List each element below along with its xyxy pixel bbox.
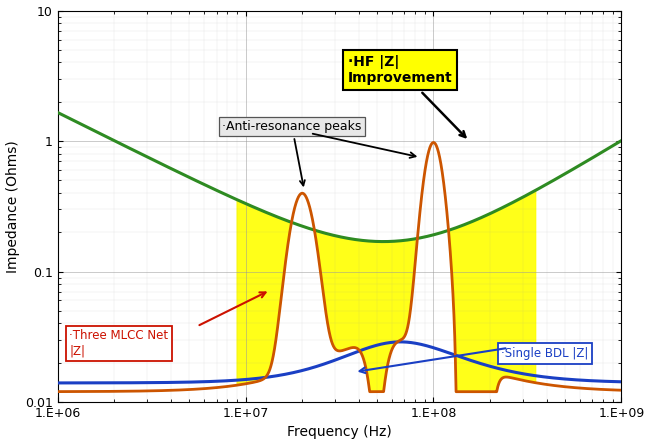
X-axis label: Frequency (Hz): Frequency (Hz) xyxy=(287,425,392,440)
Text: ·Anti-resonance peaks: ·Anti-resonance peaks xyxy=(222,120,361,186)
Text: ·Single BDL |Z|: ·Single BDL |Z| xyxy=(501,347,589,360)
Y-axis label: Impedance (Ohms): Impedance (Ohms) xyxy=(6,140,20,273)
Text: ·HF |Z|
Improvement: ·HF |Z| Improvement xyxy=(348,55,465,137)
Text: ·Three MLCC Net
|Z|: ·Three MLCC Net |Z| xyxy=(70,329,168,357)
